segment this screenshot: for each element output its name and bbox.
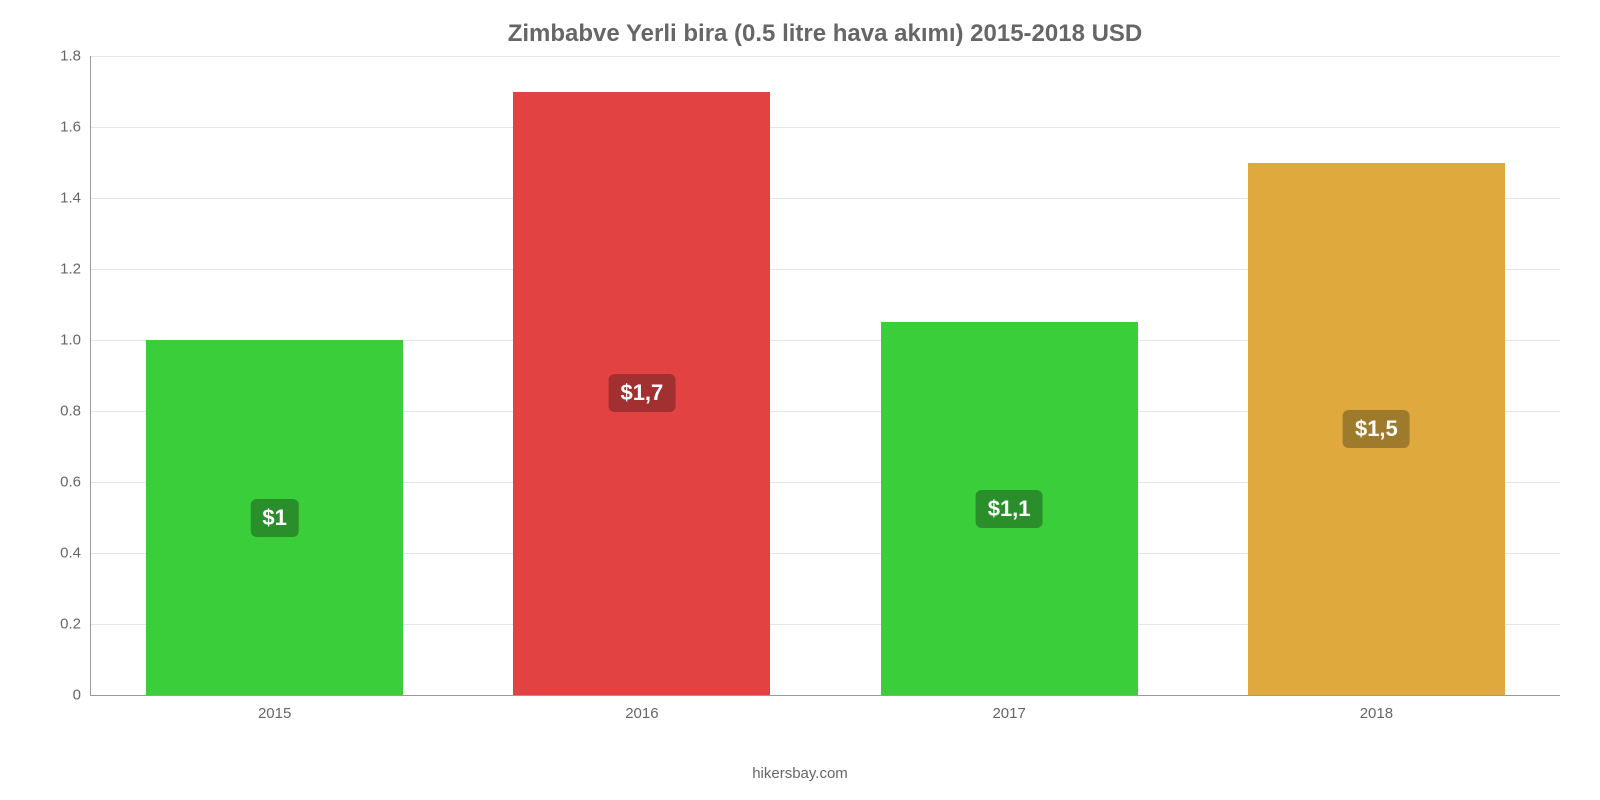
- ytick-label: 0: [73, 687, 91, 704]
- chart-title: Zimbabve Yerli bira (0.5 litre hava akım…: [90, 20, 1560, 48]
- bar-value-label: $1,5: [1343, 410, 1410, 448]
- bar-value-label: $1,1: [976, 490, 1043, 528]
- xtick-label: 2015: [258, 695, 291, 722]
- ytick-label: 1.4: [60, 189, 91, 206]
- ytick-label: 1.8: [60, 48, 91, 65]
- xtick-label: 2018: [1360, 695, 1393, 722]
- ytick-label: 1.0: [60, 331, 91, 348]
- xtick-label: 2016: [625, 695, 658, 722]
- bar-chart: Zimbabve Yerli bira (0.5 litre hava akım…: [0, 0, 1600, 800]
- ytick-label: 0.4: [60, 545, 91, 562]
- source-label: hikersbay.com: [752, 765, 848, 782]
- bar-slot: $1,72016: [458, 56, 825, 695]
- ytick-label: 1.2: [60, 261, 91, 278]
- bar: $1,1: [881, 322, 1138, 695]
- ytick-label: 0.8: [60, 403, 91, 420]
- bar: $1,5: [1248, 163, 1505, 696]
- plot-area: 00.20.40.60.81.01.21.41.61.8$12015$1,720…: [90, 56, 1560, 696]
- bar: $1,7: [513, 92, 770, 696]
- bar: $1: [146, 340, 403, 695]
- ytick-label: 0.2: [60, 615, 91, 632]
- ytick-label: 0.6: [60, 474, 91, 491]
- bar-slot: $12015: [91, 56, 458, 695]
- bar-value-label: $1: [250, 499, 298, 537]
- ytick-label: 1.6: [60, 118, 91, 135]
- bar-slot: $1,52018: [1193, 56, 1560, 695]
- bar-value-label: $1,7: [608, 374, 675, 412]
- xtick-label: 2017: [992, 695, 1025, 722]
- bars-container: $12015$1,72016$1,12017$1,52018: [91, 56, 1560, 695]
- bar-slot: $1,12017: [826, 56, 1193, 695]
